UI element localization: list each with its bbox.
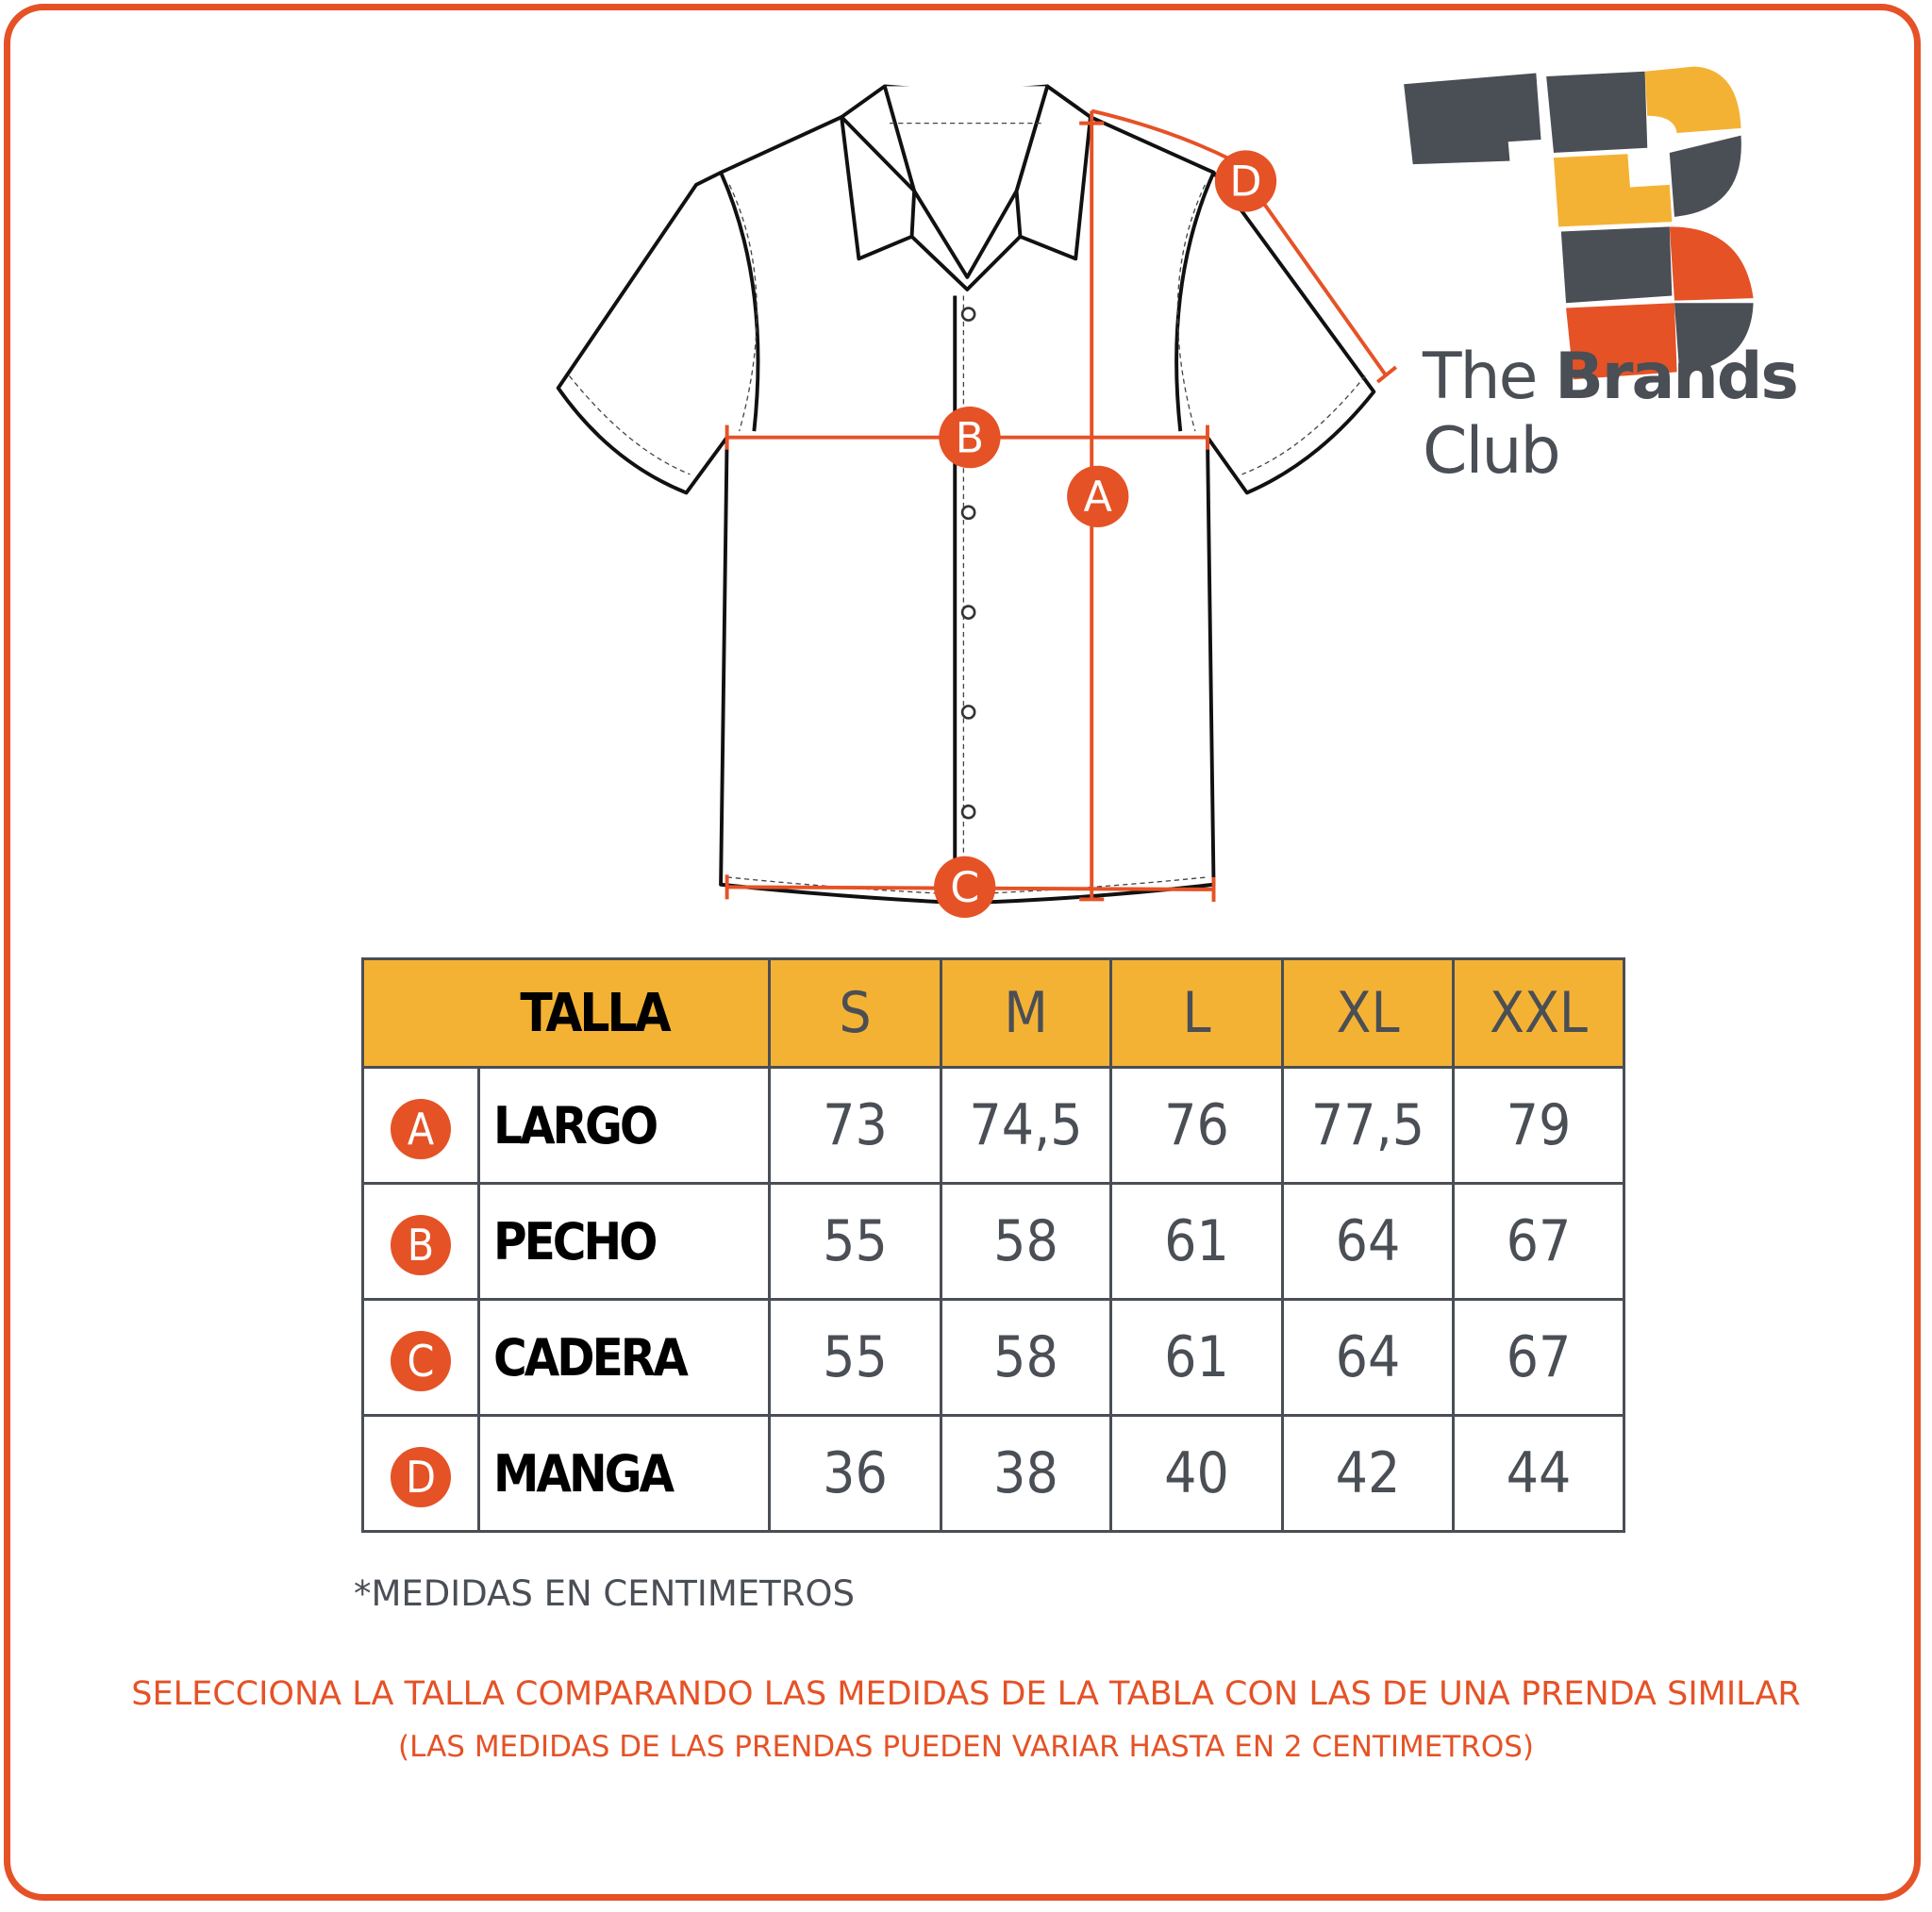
- row-label: MANGA: [477, 1414, 771, 1533]
- marker-b: B: [939, 406, 1001, 469]
- cell-value: 40: [1109, 1414, 1284, 1533]
- cell-value: 67: [1452, 1298, 1625, 1417]
- table-row: A LARGO 73 74,5 76 77,5 79: [361, 1066, 1625, 1185]
- cell-value: 61: [1109, 1298, 1284, 1417]
- brand-logo-b: [1546, 66, 1754, 380]
- diagram-markers: B A C D: [934, 150, 1277, 919]
- header-size-l: L: [1109, 957, 1284, 1069]
- cell-value: 64: [1281, 1182, 1455, 1301]
- brand-name-brands: Brands: [1555, 340, 1799, 414]
- marker-badge-a: A: [391, 1098, 451, 1159]
- brand-logo-mark: [1404, 73, 1541, 165]
- size-table: TALLA S M L XL XXL A LARGO 73 74,5 76 77…: [361, 957, 1625, 1533]
- brand-name-club: Club: [1423, 414, 1561, 489]
- row-marker: B: [361, 1182, 480, 1301]
- cell-value: 38: [940, 1414, 1112, 1533]
- cell-value: 64: [1281, 1298, 1455, 1417]
- marker-d: D: [1214, 150, 1277, 212]
- header-size-s: S: [768, 957, 942, 1069]
- cell-value: 74,5: [940, 1066, 1112, 1185]
- cell-value: 55: [768, 1182, 942, 1301]
- cell-value: 58: [940, 1182, 1112, 1301]
- cell-value: 76: [1109, 1066, 1284, 1185]
- shirt-outline: [556, 84, 1376, 906]
- cell-value: 44: [1452, 1414, 1625, 1533]
- marker-c: C: [934, 856, 996, 919]
- row-label: PECHO: [477, 1182, 771, 1301]
- cell-value: 36: [768, 1414, 942, 1533]
- cell-value: 67: [1452, 1182, 1625, 1301]
- cell-value: 42: [1281, 1414, 1455, 1533]
- marker-a: A: [1067, 465, 1129, 527]
- brand-name: The Brands Club: [1423, 340, 1932, 489]
- header-size-m: M: [940, 957, 1112, 1069]
- table-header-row: TALLA S M L XL XXL: [361, 957, 1625, 1069]
- svg-text:B: B: [956, 414, 984, 462]
- row-marker: C: [361, 1298, 480, 1417]
- table-row: B PECHO 55 58 61 64 67: [361, 1182, 1625, 1301]
- instruction-line-2: (LAS MEDIDAS DE LAS PRENDAS PUEDEN VARIA…: [398, 1730, 1534, 1764]
- row-marker: D: [361, 1414, 480, 1533]
- brand-name-the: The: [1423, 340, 1556, 414]
- page-border: [4, 4, 1921, 1901]
- row-marker: A: [361, 1066, 480, 1185]
- cell-value: 55: [768, 1298, 942, 1417]
- row-label: CADERA: [477, 1298, 771, 1417]
- units-note: *MEDIDAS EN CENTIMETROS: [354, 1573, 856, 1614]
- row-label: LARGO: [477, 1066, 771, 1185]
- marker-badge-d: D: [391, 1446, 451, 1507]
- marker-badge-c: C: [391, 1330, 451, 1391]
- cell-value: 73: [768, 1066, 942, 1185]
- cell-value: 58: [940, 1298, 1112, 1417]
- buttons: [960, 307, 976, 820]
- table-row: D MANGA 36 38 40 42 44: [361, 1414, 1625, 1533]
- header-size-xxl: XXL: [1452, 957, 1625, 1069]
- marker-badge-b: B: [391, 1214, 451, 1275]
- table-row: C CADERA 55 58 61 64 67: [361, 1298, 1625, 1417]
- svg-text:C: C: [950, 864, 979, 912]
- cell-value: 77,5: [1281, 1066, 1455, 1185]
- header-size-xl: XL: [1281, 957, 1455, 1069]
- instruction-line-1: SELECCIONA LA TALLA COMPARANDO LAS MEDID…: [131, 1675, 1801, 1713]
- cell-value: 61: [1109, 1182, 1284, 1301]
- svg-text:A: A: [1084, 474, 1112, 522]
- header-talla: TALLA: [361, 957, 771, 1069]
- svg-text:D: D: [1229, 158, 1261, 207]
- cell-value: 79: [1452, 1066, 1625, 1185]
